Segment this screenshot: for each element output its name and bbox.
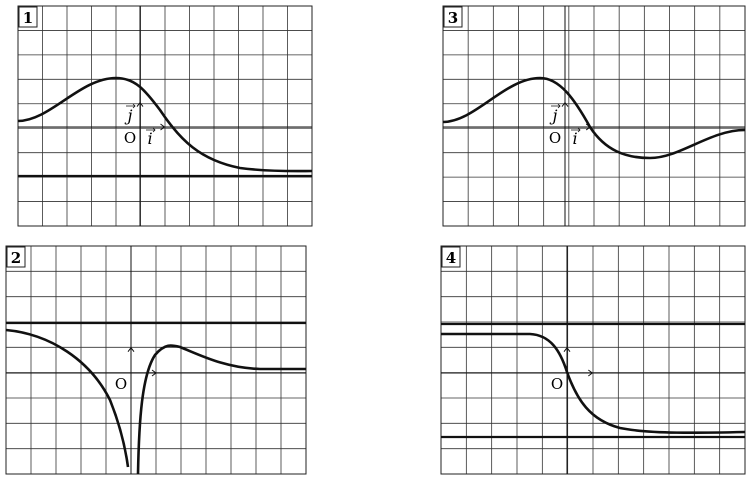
frame	[440, 245, 746, 475]
frame	[5, 245, 307, 475]
vector-j-hat	[551, 103, 561, 109]
frame	[442, 5, 746, 227]
curve	[136, 344, 306, 475]
graph-panel: 1 O ij	[17, 5, 313, 227]
vector-j-label: j	[125, 106, 133, 125]
vector-i-arrow	[151, 369, 157, 377]
number-box	[6, 246, 26, 268]
number-box	[441, 246, 461, 268]
origin-label: O	[124, 129, 136, 147]
panel-number: 4	[446, 249, 456, 267]
number-box	[443, 6, 463, 28]
vector-i-hat	[571, 127, 581, 133]
frame	[17, 5, 313, 227]
panel-number: 3	[448, 9, 458, 27]
vector-j-label: j	[550, 106, 558, 125]
panel-number: 1	[23, 9, 33, 27]
vector-i-label: i	[147, 129, 152, 148]
vector-i-hat	[146, 127, 156, 133]
vector-i-arrow	[585, 123, 592, 131]
curve	[17, 76, 313, 173]
number-box	[18, 6, 38, 28]
graph-panel: 3 O ij	[442, 5, 746, 227]
vector-j-arrow	[563, 346, 571, 352]
origin-label: O	[549, 129, 561, 147]
graph-panel: 4O	[440, 245, 746, 475]
panel-number: 2	[11, 249, 21, 267]
curve	[5, 328, 130, 468]
vector-i-label: i	[572, 129, 577, 148]
origin-label: O	[551, 375, 563, 393]
vector-j-arrow	[127, 346, 135, 352]
origin-label: O	[115, 375, 127, 393]
vector-j-hat	[126, 103, 136, 109]
vector-j-arrow	[561, 101, 569, 107]
vector-j-arrow	[136, 101, 144, 107]
graph-panel: 2O	[5, 245, 307, 475]
vector-i-arrow	[160, 123, 166, 131]
vector-i-arrow	[588, 369, 594, 377]
curve	[441, 332, 746, 435]
